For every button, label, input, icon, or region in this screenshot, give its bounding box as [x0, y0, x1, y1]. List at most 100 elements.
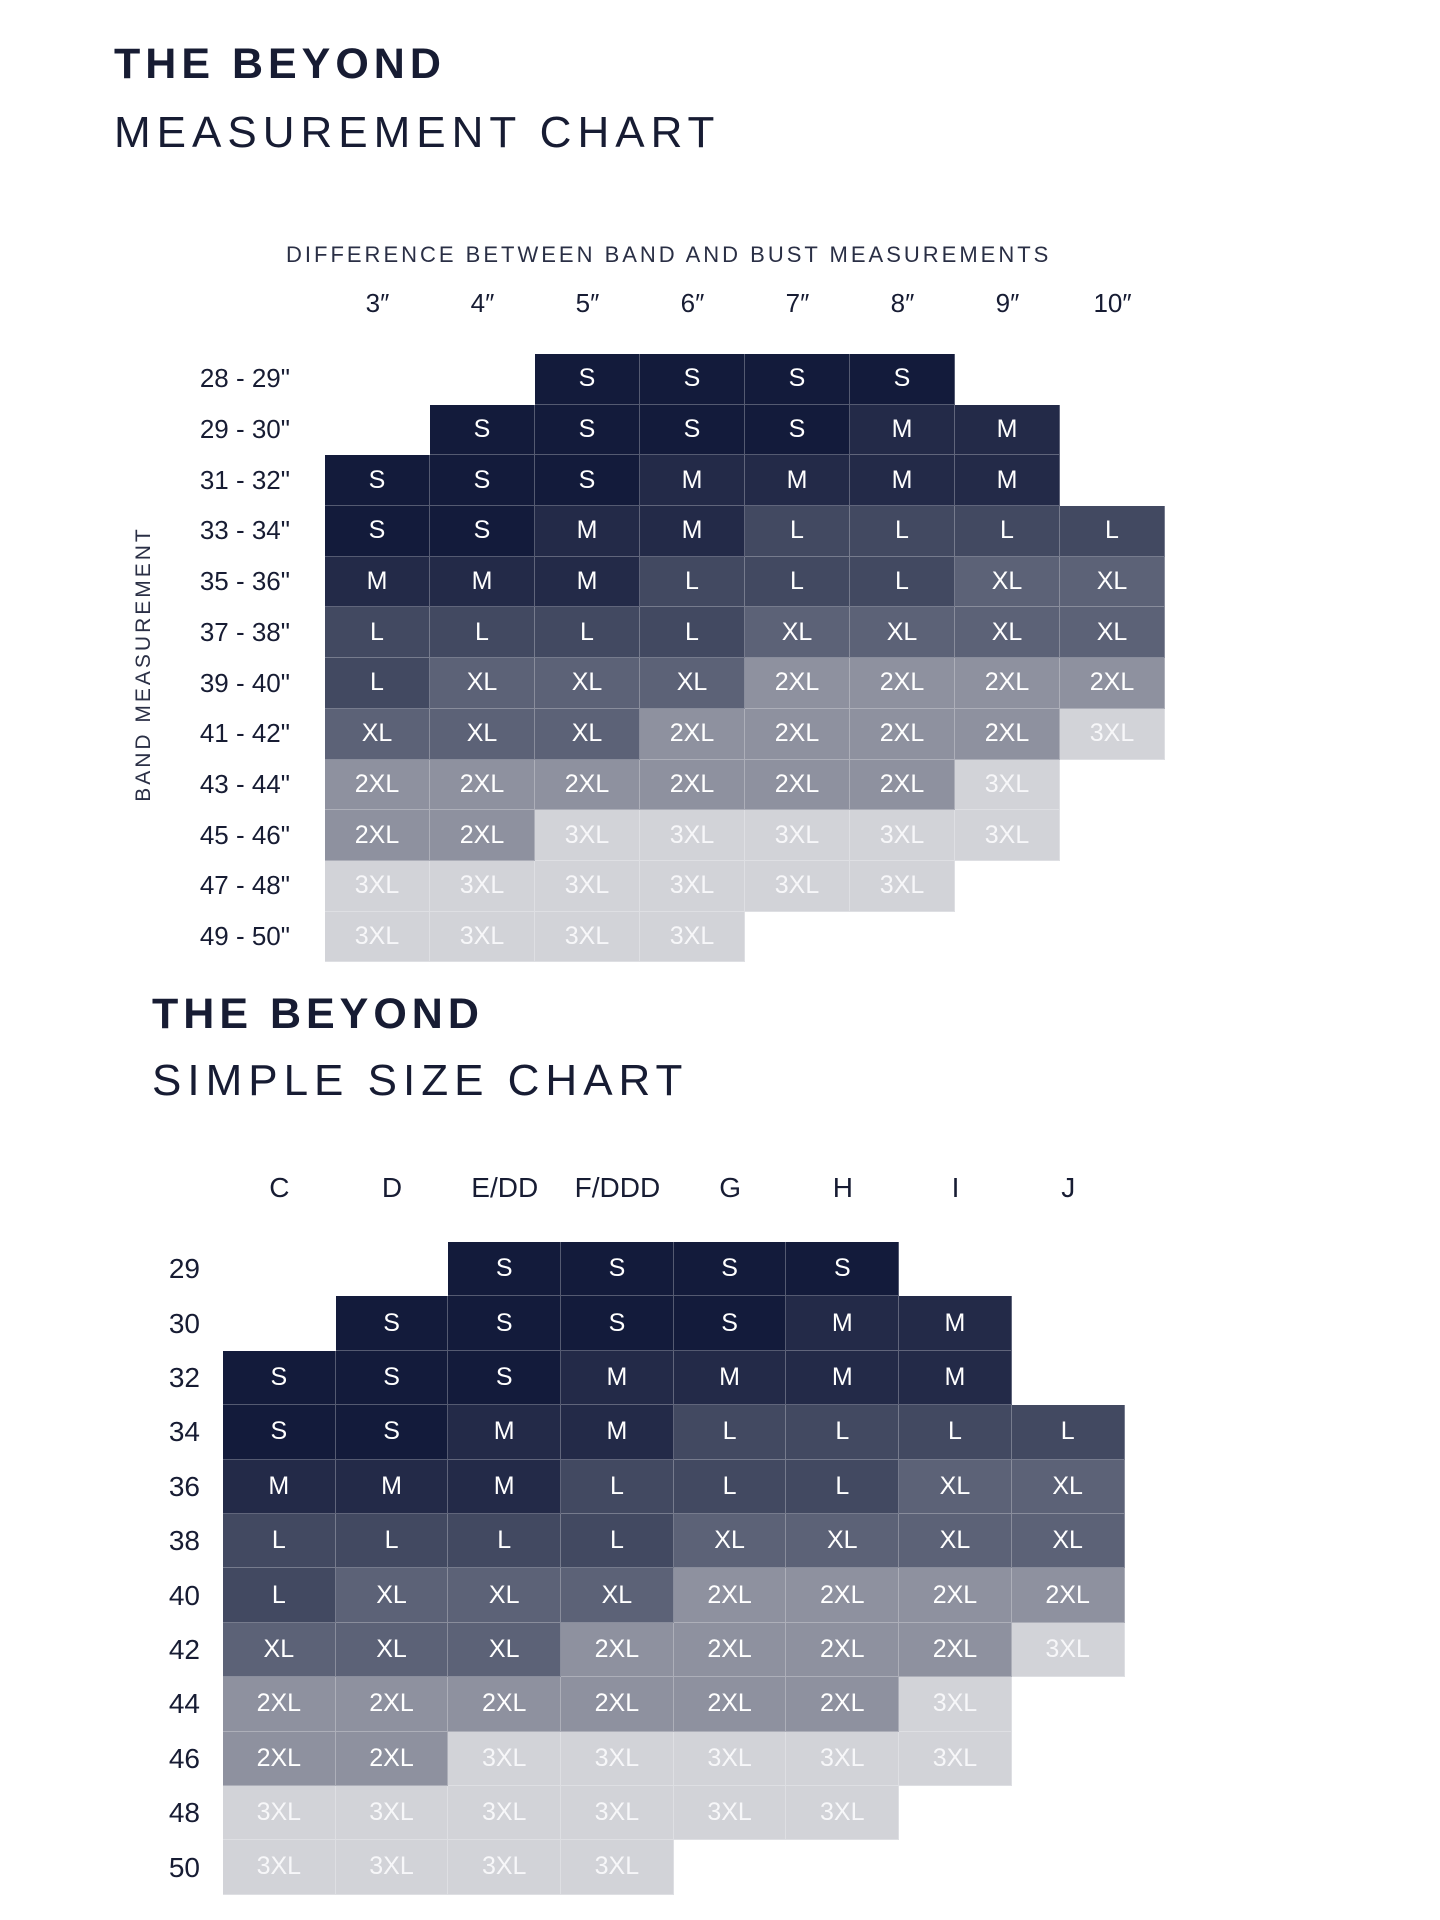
- size-cell: 3XL: [955, 759, 1060, 811]
- row-header: 43 - 44": [199, 768, 290, 799]
- size-cell: L: [325, 607, 430, 659]
- size-cell: M: [850, 455, 955, 507]
- size-cell: L: [335, 1513, 449, 1569]
- size-cell: 3XL: [448, 1785, 562, 1841]
- column-header: 6″: [680, 288, 705, 318]
- size-cell: 2XL: [786, 1622, 900, 1678]
- size-cell: 3XL: [786, 1731, 900, 1786]
- empty-cell: [1060, 912, 1165, 963]
- size-cell: L: [325, 658, 430, 709]
- size-cell: 3XL: [223, 1840, 336, 1895]
- size-cell: 2XL: [673, 1568, 787, 1623]
- size-cell: XL: [335, 1622, 449, 1678]
- size-cell: S: [325, 506, 430, 557]
- size-cell: M: [448, 1405, 562, 1460]
- size-cell: 3XL: [899, 1731, 1012, 1786]
- size-cell: L: [850, 556, 955, 608]
- row-header: 41 - 42": [199, 718, 290, 749]
- size-cell: 3XL: [850, 860, 955, 912]
- row-header: 49 - 50": [199, 921, 290, 952]
- size-cell: 2XL: [1011, 1568, 1125, 1623]
- column-header: 9″: [995, 288, 1020, 318]
- size-cell: M: [640, 506, 745, 557]
- size-cell: 3XL: [955, 810, 1060, 861]
- size-cell: 3XL: [899, 1677, 1012, 1732]
- empty-cell: [1060, 810, 1165, 861]
- size-cell: L: [535, 607, 640, 659]
- empty-cell: [1012, 1296, 1125, 1350]
- empty-cell: [899, 1242, 1012, 1296]
- size-cell: 2XL: [673, 1622, 787, 1678]
- size-cell: 2XL: [430, 810, 535, 861]
- size-cell: S: [448, 1296, 562, 1351]
- row-header: 38: [168, 1525, 200, 1557]
- size-cell: 2XL: [745, 658, 850, 709]
- size-cell: 2XL: [325, 759, 430, 811]
- size-cell: M: [561, 1405, 674, 1460]
- empty-cell: [955, 861, 1060, 912]
- size-cell: 3XL: [448, 1840, 562, 1895]
- empty-cell: [1060, 861, 1165, 912]
- size-cell: XL: [430, 708, 535, 760]
- size-cell: M: [786, 1350, 900, 1406]
- size-cell: XL: [430, 658, 535, 709]
- size-cell: M: [955, 404, 1060, 456]
- size-cell: S: [223, 1405, 336, 1460]
- column-header: J: [1061, 1172, 1076, 1203]
- row-header: 44: [168, 1688, 200, 1720]
- size-cell: 3XL: [535, 810, 640, 861]
- size-cell: 3XL: [325, 911, 430, 963]
- size-cell: S: [535, 404, 640, 456]
- column-header: E/DD: [471, 1172, 539, 1203]
- size-cell: XL: [535, 708, 640, 760]
- column-header: D: [381, 1172, 403, 1203]
- row-header: 36: [168, 1470, 200, 1502]
- size-cell: 3XL: [850, 810, 955, 861]
- size-cell: M: [955, 455, 1060, 507]
- column-header: F/DDD: [574, 1172, 661, 1203]
- size-cell: 3XL: [561, 1731, 674, 1786]
- size-cell: XL: [745, 607, 850, 659]
- size-cell: 2XL: [786, 1677, 900, 1732]
- row-header: 31 - 32": [199, 464, 290, 495]
- empty-cell: [325, 354, 430, 405]
- size-cell: M: [535, 506, 640, 557]
- size-cell: L: [786, 1405, 900, 1460]
- size-cell: L: [955, 506, 1060, 557]
- size-cell: XL: [640, 658, 745, 709]
- size-cell: M: [899, 1350, 1012, 1406]
- empty-cell: [899, 1786, 1012, 1840]
- size-cell: XL: [786, 1513, 900, 1569]
- size-cell: S: [448, 1350, 562, 1406]
- size-cell: S: [335, 1350, 449, 1406]
- row-header: 34: [168, 1416, 200, 1448]
- size-cell: L: [1060, 506, 1165, 557]
- size-cell: M: [899, 1296, 1012, 1351]
- empty-cell: [1012, 1351, 1125, 1405]
- size-cell: S: [745, 354, 850, 405]
- empty-cell: [223, 1242, 336, 1296]
- column-header: 10″: [1093, 288, 1132, 318]
- empty-cell: [786, 1840, 899, 1894]
- size-cell: XL: [448, 1568, 562, 1623]
- size-cell: 3XL: [640, 810, 745, 861]
- size-cell: S: [325, 455, 430, 507]
- size-cell: S: [640, 404, 745, 456]
- row-heading: BAND MEASUREMENT: [132, 526, 155, 802]
- size-cell: M: [640, 455, 745, 507]
- size-cell: XL: [561, 1568, 674, 1623]
- size-cell: 3XL: [430, 860, 535, 912]
- size-cell: 3XL: [673, 1731, 787, 1786]
- size-cell: XL: [1011, 1459, 1125, 1514]
- size-cell: XL: [448, 1622, 562, 1678]
- size-cell: S: [673, 1296, 787, 1351]
- size-cell: M: [335, 1459, 449, 1514]
- size-cell: 2XL: [745, 708, 850, 760]
- size-cell: M: [561, 1350, 674, 1406]
- size-cell: L: [640, 607, 745, 659]
- size-cell: XL: [1060, 607, 1165, 659]
- row-header: 40: [168, 1579, 200, 1611]
- size-cell: 3XL: [325, 860, 430, 912]
- size-cell: 2XL: [850, 759, 955, 811]
- size-cell: 3XL: [745, 860, 850, 912]
